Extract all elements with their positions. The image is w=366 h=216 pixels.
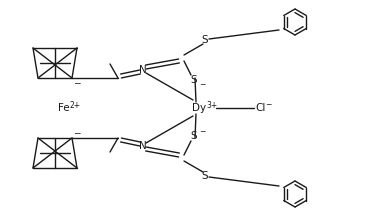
- Text: N: N: [139, 141, 147, 151]
- Text: −: −: [199, 81, 205, 89]
- Text: S: S: [191, 75, 197, 85]
- Text: S: S: [202, 171, 208, 181]
- Text: S: S: [202, 35, 208, 45]
- Text: 3+: 3+: [206, 100, 217, 110]
- Text: −: −: [199, 127, 205, 137]
- Text: Dy: Dy: [192, 103, 206, 113]
- Text: N: N: [139, 65, 147, 75]
- Text: Cl: Cl: [255, 103, 265, 113]
- Text: S: S: [191, 131, 197, 141]
- Text: Fe: Fe: [58, 103, 70, 113]
- Text: −: −: [73, 78, 81, 87]
- Text: −: −: [265, 100, 271, 110]
- Text: 2+: 2+: [69, 100, 80, 110]
- Text: −: −: [73, 129, 81, 138]
